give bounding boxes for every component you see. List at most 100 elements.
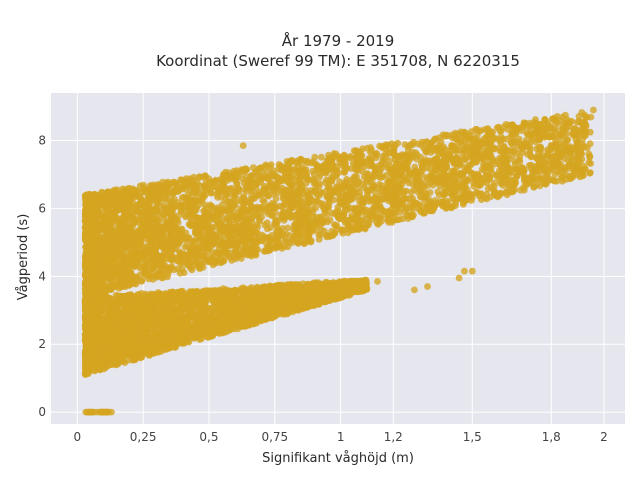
- data-point: [284, 302, 291, 309]
- data-point: [159, 303, 167, 311]
- data-point: [156, 340, 163, 347]
- data-point: [147, 341, 155, 349]
- data-point: [309, 300, 317, 308]
- data-point: [292, 296, 299, 304]
- data-point: [196, 308, 204, 315]
- data-point: [282, 308, 289, 315]
- data-point: [129, 328, 137, 336]
- data-point: [134, 302, 141, 309]
- data-point: [168, 288, 176, 296]
- scatter-points: [81, 106, 597, 416]
- data-point: [220, 289, 228, 297]
- data-point: [125, 334, 132, 341]
- data-point: [201, 298, 209, 306]
- data-point: [189, 313, 197, 321]
- data-point: [229, 310, 237, 318]
- chart-title-line1: År 1979 - 2019: [282, 31, 395, 50]
- data-point: [242, 303, 250, 311]
- data-point: [87, 408, 95, 416]
- data-point: [145, 296, 153, 304]
- data-point: [131, 339, 139, 347]
- data-point: [104, 362, 112, 370]
- data-point: [227, 325, 235, 333]
- data-point: [118, 345, 126, 353]
- data-point: [190, 291, 198, 299]
- data-point: [194, 300, 202, 308]
- data-point: [213, 296, 221, 303]
- data-point: [284, 282, 292, 289]
- data-point: [131, 355, 139, 363]
- data-point: [216, 330, 223, 337]
- data-point: [207, 294, 214, 301]
- data-point: [282, 235, 289, 243]
- data-point: [97, 360, 105, 368]
- data-point: [84, 301, 92, 309]
- data-point: [117, 338, 125, 346]
- data-point: [273, 287, 280, 295]
- data-point: [192, 332, 200, 340]
- data-point: [85, 347, 93, 355]
- data-point: [120, 292, 128, 300]
- data-point: [125, 302, 132, 310]
- data-point: [125, 309, 133, 317]
- data-point: [306, 285, 314, 292]
- data-point: [338, 282, 345, 290]
- data-point: [322, 281, 330, 289]
- data-point: [91, 343, 99, 351]
- data-point: [252, 303, 260, 311]
- data-point: [276, 295, 283, 303]
- data-point: [119, 300, 126, 308]
- data-point: [144, 303, 152, 311]
- data-point: [295, 285, 303, 292]
- data-point: [300, 302, 308, 310]
- data-point: [199, 288, 207, 296]
- data-point: [84, 363, 92, 371]
- data-point: [245, 316, 253, 324]
- data-point: [164, 335, 172, 343]
- data-point: [178, 302, 186, 309]
- data-point: [176, 320, 183, 328]
- data-point: [323, 291, 331, 298]
- data-point: [170, 342, 178, 350]
- data-point: [151, 330, 158, 338]
- data-point: [121, 351, 129, 359]
- data-point: [82, 408, 90, 416]
- data-point: [359, 279, 367, 286]
- data-point: [139, 310, 147, 318]
- data-point: [177, 309, 184, 317]
- data-point: [290, 303, 298, 311]
- data-point: [315, 300, 322, 308]
- data-point: [238, 298, 246, 306]
- data-point: [168, 313, 176, 321]
- data-point: [196, 314, 203, 322]
- data-point: [150, 322, 158, 330]
- data-point: [94, 331, 101, 339]
- data-point: [332, 290, 340, 298]
- data-point: [87, 335, 95, 342]
- data-point: [175, 296, 182, 304]
- data-point: [214, 194, 222, 201]
- data-point: [221, 304, 229, 312]
- data-point: [183, 321, 191, 329]
- data-point: [268, 304, 276, 312]
- data-point: [176, 333, 183, 340]
- data-point: [135, 323, 142, 331]
- data-point: [237, 310, 245, 317]
- data-point: [219, 313, 226, 320]
- data-point: [95, 300, 103, 308]
- data-point: [109, 305, 117, 313]
- data-point: [259, 297, 266, 305]
- data-point: [246, 287, 254, 295]
- data-point: [110, 338, 118, 346]
- data-point: [229, 293, 237, 301]
- data-point: [131, 293, 139, 300]
- data-point: [207, 305, 215, 312]
- data-point: [261, 283, 268, 290]
- data-point: [180, 289, 187, 297]
- data-point: [234, 287, 241, 295]
- data-point: [141, 337, 149, 345]
- data-point: [261, 306, 269, 314]
- data-point: [87, 354, 95, 362]
